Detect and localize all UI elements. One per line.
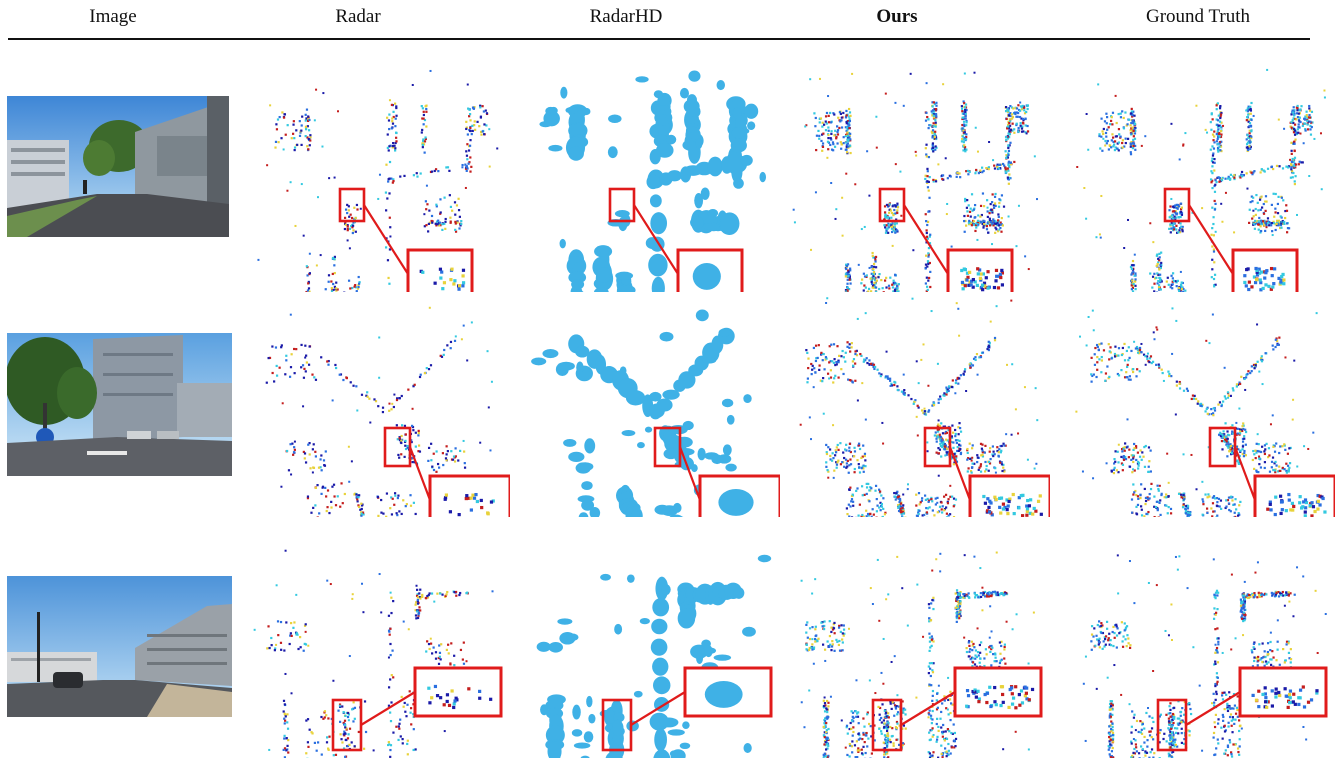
radarhd-panel-row-3 <box>536 554 773 758</box>
radar-panel-row-2 <box>265 306 510 517</box>
ground-truth-panel-row-2 <box>1075 307 1335 517</box>
camera-image-row-2 <box>7 333 232 476</box>
radarhd-panel-row-2 <box>531 309 780 517</box>
ground-truth-panel-row-3 <box>1082 554 1328 758</box>
camera-image-row-1 <box>7 96 229 237</box>
camera-image-row-3 <box>7 576 232 717</box>
ours-panel-row-3 <box>800 551 1043 758</box>
radar-panel-row-1 <box>257 69 499 292</box>
column-header-radarhd: RadarHD <box>589 6 663 27</box>
header-rule <box>8 38 1310 40</box>
column-header-ours: Ours <box>876 6 918 27</box>
ground-truth-panel-row-1 <box>1076 68 1326 292</box>
radar-panel-row-3 <box>253 549 503 758</box>
ours-panel-row-1 <box>792 71 1039 292</box>
radarhd-panel-row-1 <box>539 70 767 292</box>
column-header-row: Image Radar RadarHD Ours Ground Truth <box>0 0 1340 44</box>
column-header-ground-truth: Ground Truth <box>1146 6 1250 27</box>
ours-panel-row-2 <box>799 297 1050 517</box>
column-header-image: Image <box>89 6 137 27</box>
column-header-radar: Radar <box>335 6 381 27</box>
comparison-figure <box>0 44 1340 758</box>
